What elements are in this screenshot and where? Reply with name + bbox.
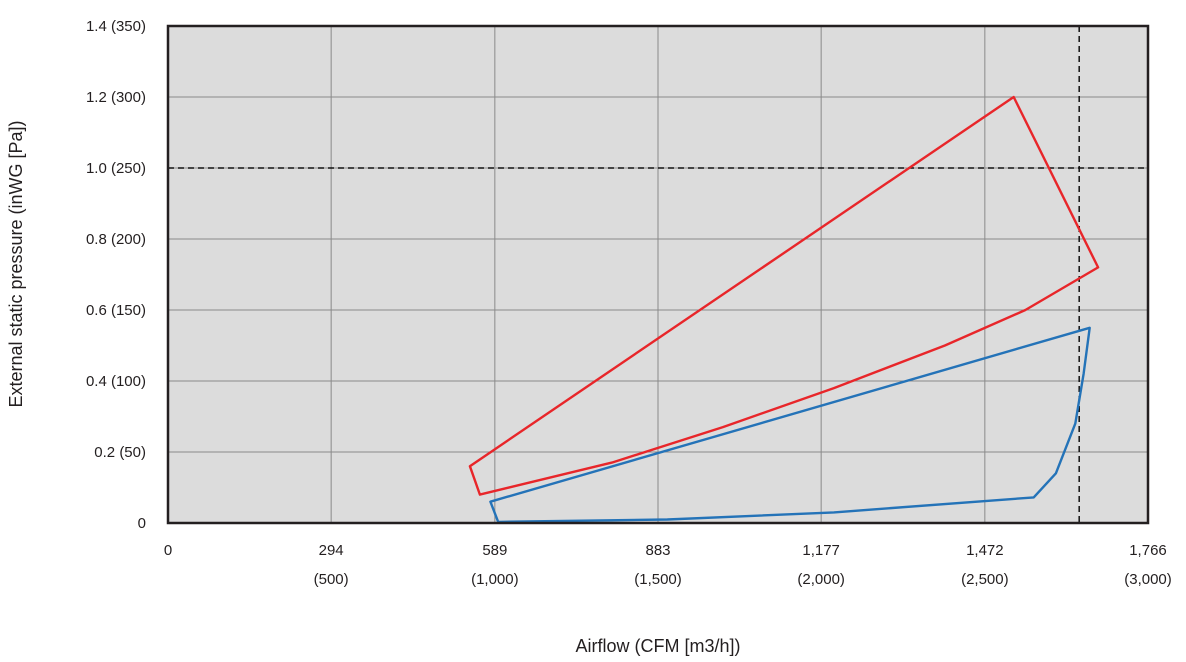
plot-frame [166, 24, 1150, 525]
y-tick-label: 1.0 (250) [86, 160, 146, 177]
x-axis-title: Airflow (CFM [m3/h]) [575, 636, 740, 656]
x-tick-label: 294 [319, 542, 344, 559]
x-tick-sublabel: (2,000) [797, 571, 845, 588]
y-tick-label: 0.2 (50) [94, 444, 146, 461]
x-tick-label: 0 [164, 542, 172, 559]
y-tick-label: 0 [138, 515, 146, 532]
y-tick-label: 0.6 (150) [86, 302, 146, 319]
y-tick-label: 1.4 (350) [86, 18, 146, 35]
y-tick-labels: 0 0.2 (50) 0.4 (100) 0.6 (150) 0.8 (200) 1.0 … [86, 18, 146, 532]
x-tick-sublabel: (1,000) [471, 571, 519, 588]
x-tick-sublabel: (3,000) [1124, 571, 1172, 588]
y-tick-label: 0.8 (200) [86, 231, 146, 248]
series-2-line [489, 326, 1091, 524]
series-1-line [468, 95, 1100, 496]
y-tick-label: 1.2 (300) [86, 89, 146, 106]
x-tick-label: 1,472 [966, 542, 1004, 559]
x-tick-label: 1,766 [1129, 542, 1167, 559]
y-tick-label: 0.4 (100) [86, 373, 146, 390]
x-tick-sublabel: (1,500) [634, 571, 682, 588]
x-tick-label: 1,177 [802, 542, 840, 559]
series-group [468, 95, 1100, 524]
x-tick-label: 883 [645, 542, 670, 559]
x-tick-sublabel: (2,500) [961, 571, 1009, 588]
x-tick-label: 589 [482, 542, 507, 559]
x-tick-labels: 0 294 (500) 589 (1,000) 883 (1,500) 1,177 (2,000… [164, 542, 1172, 588]
x-tick-sublabel: (500) [314, 571, 349, 588]
reference-lines [168, 26, 1148, 523]
y-axis-title: External static pressure (inWG [Pa]) [6, 120, 26, 407]
